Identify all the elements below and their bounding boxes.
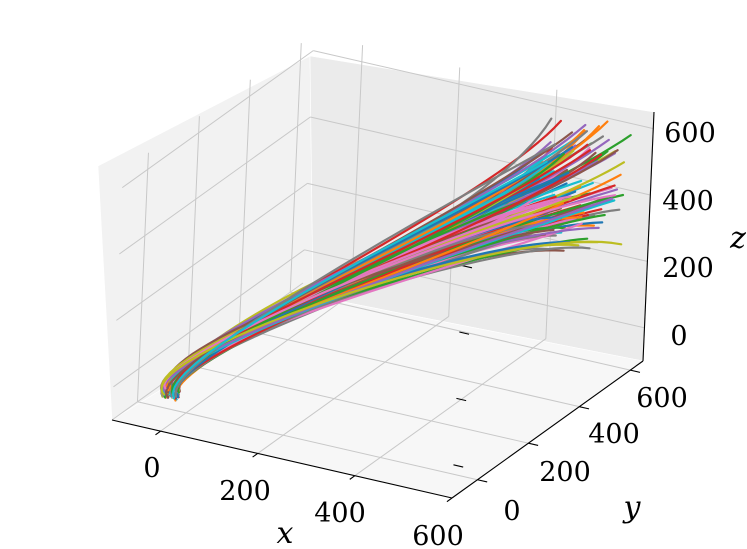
axis-labels: x y z [277, 221, 747, 549]
z-grid-line [313, 50, 654, 130]
z-tick-label: 200 [662, 253, 714, 284]
x-axis-line [111, 419, 453, 499]
x-tick-label: 200 [219, 476, 271, 507]
y-axis-label: y [622, 490, 642, 525]
x-tick-mark [446, 497, 453, 503]
y-tick-label: 600 [636, 383, 688, 414]
z-tick-label: 0 [670, 321, 687, 352]
z-tick-mark [462, 265, 473, 269]
y-grid-line [239, 328, 580, 408]
z-tick-mark [459, 331, 470, 335]
y-grid-line [136, 152, 149, 402]
z-grid-line [310, 116, 651, 196]
z-axis-label: z [729, 221, 746, 256]
x-tick-mark [155, 430, 161, 436]
tick-labels: 0 200 400 600 0 200 400 600 0 200 400 60… [143, 118, 715, 549]
z-tick-mark [453, 464, 464, 468]
axis-panes [97, 55, 655, 499]
y-grid-line [290, 291, 631, 371]
z-grid-line [119, 116, 311, 255]
x-tick-label: 600 [412, 521, 464, 549]
x-axis-label: x [277, 516, 294, 549]
x-grid-line [257, 316, 450, 454]
x-grid-line [351, 45, 364, 295]
y-tick-mark [477, 479, 488, 483]
z-tick-label: 600 [664, 118, 716, 149]
y-tick-label: 0 [503, 496, 520, 527]
x-tick-label: 400 [314, 498, 366, 529]
y-grid-line [238, 79, 251, 329]
trajectory-lines [159, 117, 632, 402]
y-tick-mark [579, 406, 590, 410]
trajectory-line [172, 160, 548, 400]
y-tick-label: 400 [588, 419, 640, 450]
z-tick-label: 400 [662, 186, 714, 217]
z-grid-line [116, 182, 308, 321]
x-grid-line [354, 338, 547, 477]
x-grid-line [448, 67, 461, 317]
z-tick-mark [456, 397, 467, 402]
y-tick-label: 200 [539, 457, 591, 488]
grid-lines [111, 43, 655, 499]
x-tick-mark [349, 475, 356, 480]
y-tick-mark [630, 369, 641, 373]
y-grid-line [187, 116, 200, 366]
x-tick-label: 0 [143, 453, 160, 484]
y-grid-line [289, 43, 302, 293]
x-grid-line [160, 293, 352, 432]
trajectory-line [160, 240, 599, 396]
axes [111, 111, 655, 503]
z-grid-line [113, 249, 305, 388]
y-axis-line [451, 360, 644, 499]
y-grid-line [137, 401, 478, 481]
y-tick-mark [528, 442, 539, 446]
z-grid-line [121, 50, 314, 189]
trajectory-line [174, 143, 557, 398]
z-axis-line [642, 111, 655, 362]
x-tick-mark [252, 452, 259, 458]
y-grid-line [188, 364, 529, 444]
